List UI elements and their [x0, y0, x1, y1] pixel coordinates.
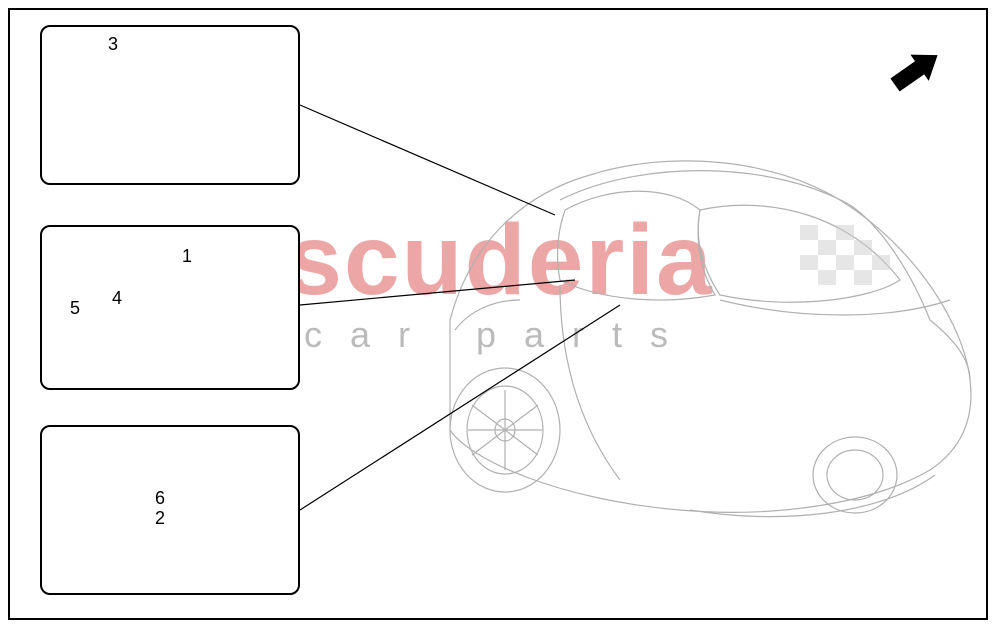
callout-6: 6 [155, 488, 165, 509]
panel-bot [40, 425, 300, 595]
callout-4: 4 [112, 288, 122, 309]
diagram-canvas: scuderia car parts [0, 0, 1000, 632]
callout-1: 1 [182, 246, 192, 267]
callout-5: 5 [70, 298, 80, 319]
panel-top [40, 25, 300, 185]
callout-2: 2 [155, 508, 165, 529]
callout-3: 3 [108, 34, 118, 55]
